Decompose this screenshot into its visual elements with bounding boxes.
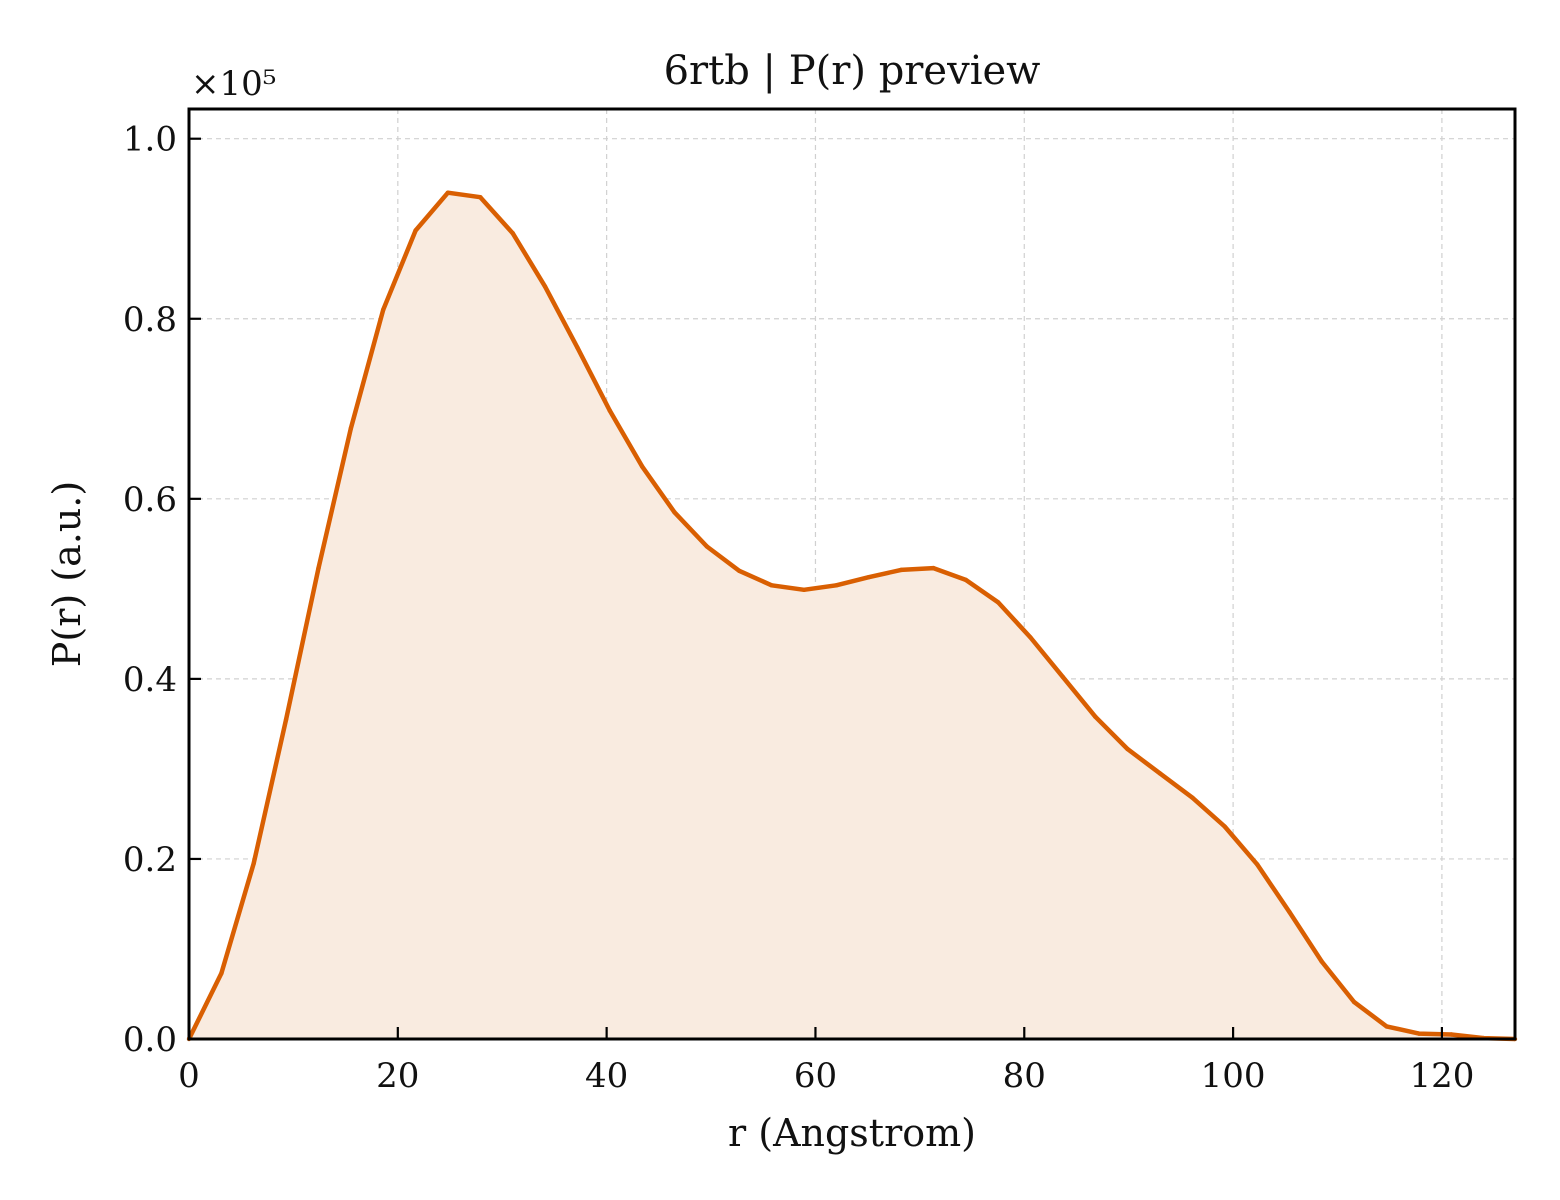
x-tick-label: 0 <box>178 1056 200 1096</box>
data-point <box>1028 635 1033 640</box>
data-point <box>1254 862 1260 867</box>
data-point <box>316 565 321 571</box>
data-point <box>801 587 807 592</box>
data-point <box>1190 795 1195 800</box>
data-point <box>381 307 386 312</box>
data-point <box>898 567 904 573</box>
pr-series-line <box>186 190 1516 1042</box>
data-point <box>478 195 483 200</box>
y-axis-label: P(r) (a.u.) <box>45 481 89 667</box>
x-tick-label: 100 <box>1201 1056 1266 1096</box>
y-tick-label: 0.4 <box>123 660 177 700</box>
data-point <box>542 284 548 289</box>
x-tick-label: 80 <box>1003 1056 1046 1096</box>
x-tick-label: 120 <box>1409 1056 1474 1096</box>
data-point <box>219 971 224 976</box>
data-point <box>834 583 839 588</box>
y-tick-label: 0.0 <box>123 1020 177 1060</box>
data-point <box>607 408 612 413</box>
pr-area-fill <box>189 192 1515 1039</box>
data-point <box>866 575 871 580</box>
y-tick-label: 0.2 <box>123 840 177 880</box>
y-tick-label: 1.0 <box>123 120 177 160</box>
x-tick-label: 40 <box>585 1056 628 1096</box>
data-point <box>1449 1032 1454 1037</box>
data-point <box>348 426 353 431</box>
data-point <box>1352 999 1357 1005</box>
data-point <box>575 345 580 350</box>
data-point <box>283 717 289 722</box>
data-point <box>1287 909 1292 915</box>
data-point <box>769 583 774 588</box>
data-point <box>639 464 645 469</box>
data-point <box>996 600 1001 605</box>
axis-ticks: 0 20 40 60 80 100 120 0.0 0.2 0.4 0.6 0.8 1.0 <box>123 120 1474 1096</box>
x-tick-label: 60 <box>794 1056 837 1096</box>
data-point <box>413 228 418 233</box>
data-point <box>1416 1031 1422 1036</box>
y-tick-label: 0.6 <box>123 480 177 520</box>
data-point <box>1125 746 1130 752</box>
data-point <box>704 544 710 549</box>
data-point <box>1384 1024 1389 1029</box>
data-point <box>737 568 742 573</box>
data-point <box>1319 959 1325 964</box>
y-tick-label: 0.8 <box>123 300 177 340</box>
data-point <box>1222 824 1227 829</box>
y-multiplier-label: ×10⁵ <box>191 64 276 104</box>
data-point <box>1093 714 1098 719</box>
data-point <box>251 861 256 866</box>
x-axis-label: r (Angstrom) <box>728 1111 976 1155</box>
plot-frame <box>187 107 1517 1041</box>
data-point <box>963 577 968 583</box>
data-point <box>1157 771 1163 776</box>
data-point <box>672 510 677 515</box>
data-point <box>1060 674 1066 680</box>
data-point <box>445 190 451 195</box>
data-point <box>931 565 936 571</box>
x-tick-label: 20 <box>376 1056 419 1096</box>
chart-title: 6rtb | P(r) preview <box>664 48 1041 94</box>
data-point <box>510 231 515 236</box>
